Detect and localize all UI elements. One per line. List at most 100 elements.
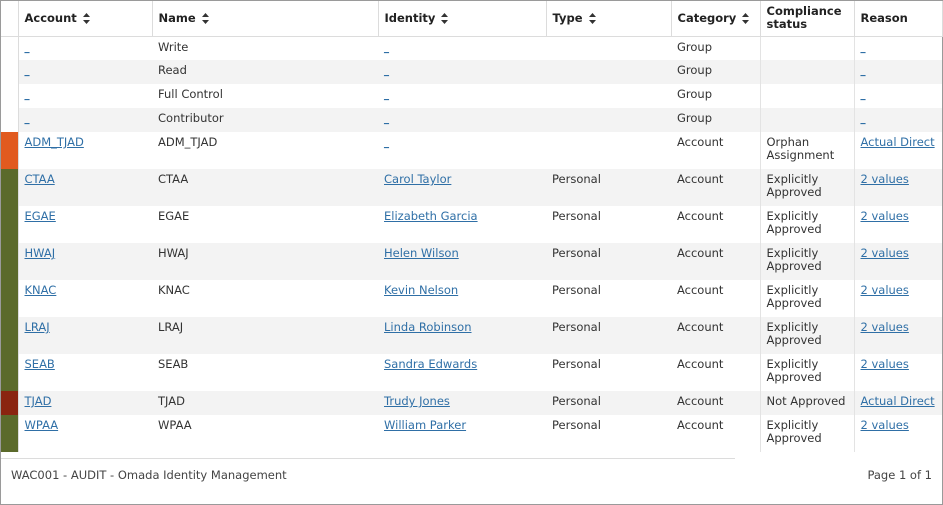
identity-link[interactable]: _ [384, 90, 389, 101]
compliance-cell: Not Approved [759, 391, 854, 415]
name-cell: LRAJ [152, 317, 378, 354]
identity-link[interactable]: _ [384, 138, 389, 149]
table-row[interactable]: ADM_TJAD ADM_TJAD _ Account Orphan Assignmen… [1, 132, 942, 169]
reason-cell: Actual Direct [853, 391, 942, 415]
account-link[interactable]: _ [24, 114, 30, 125]
reason-cell: 2 values [853, 354, 942, 391]
compliance-cell: Explicitly Approved [759, 415, 854, 452]
account-link[interactable]: SEAB [24, 357, 55, 371]
reason-link[interactable]: 2 values [860, 418, 909, 432]
reason-link[interactable]: 2 values [860, 246, 909, 260]
column-header-category[interactable]: Category [671, 1, 761, 37]
account-link[interactable]: EGAE [24, 209, 56, 223]
reason-link[interactable]: Actual Direct [860, 135, 935, 149]
table-row[interactable]: _ Read _ Group _ [1, 60, 942, 84]
account-cell: _ [18, 84, 152, 108]
name-cell: Contributor [152, 108, 378, 132]
name-text: Full Control [158, 87, 223, 101]
type-cell: Personal [546, 317, 671, 354]
identity-link[interactable]: Kevin Nelson [384, 283, 459, 297]
table-row[interactable]: TJAD TJAD Trudy Jones Personal Account Not Ap… [1, 391, 942, 415]
account-link[interactable]: HWAJ [24, 246, 56, 260]
account-link[interactable]: ADM_TJAD [24, 135, 84, 149]
report-title: WAC001 - AUDIT - Omada Identity Manageme… [11, 468, 287, 482]
account-link[interactable]: _ [24, 90, 30, 101]
table-row[interactable]: _ Write _ Group _ [1, 36, 942, 60]
type-cell: Personal [546, 243, 671, 280]
compliance-cell: Explicitly Approved [759, 354, 854, 391]
reason-link[interactable]: 2 values [860, 283, 909, 297]
identity-link[interactable]: William Parker [384, 418, 467, 432]
name-cell: Write [152, 36, 378, 60]
account-link[interactable]: _ [24, 66, 30, 77]
identity-link[interactable]: _ [384, 42, 389, 54]
column-header-identity[interactable]: Identity [378, 1, 547, 37]
type-text: Personal [552, 320, 601, 334]
reason-link[interactable]: 2 values [860, 357, 909, 371]
status-indicator [1, 280, 19, 317]
account-link[interactable]: CTAA [24, 172, 55, 186]
account-link[interactable]: TJAD [24, 394, 52, 408]
name-cell: SEAB [152, 354, 378, 391]
identity-link[interactable]: _ [384, 114, 389, 125]
sort-icon[interactable] [82, 12, 90, 24]
table-row[interactable]: CTAA CTAA Carol Taylor Personal Account Expli… [1, 169, 942, 206]
table-row[interactable]: EGAE EGAE Elizabeth Garcia Personal Account E… [1, 206, 942, 243]
pagination: Page 1 of 1 [867, 468, 932, 482]
category-text: Account [677, 357, 724, 371]
table-row[interactable]: _ Contributor _ Group _ [1, 108, 942, 132]
identity-link[interactable]: Carol Taylor [384, 172, 452, 186]
sort-icon[interactable] [742, 12, 750, 24]
type-cell [546, 60, 671, 84]
name-text: Read [158, 63, 187, 77]
account-cell: LRAJ [18, 317, 152, 354]
account-cell: _ [18, 108, 152, 132]
table-row[interactable]: KNAC KNAC Kevin Nelson Personal Account Expli… [1, 280, 942, 317]
table-row[interactable]: WPAA WPAA William Parker Personal Account Exp… [1, 415, 942, 452]
name-cell: Full Control [152, 84, 378, 108]
reason-link[interactable]: _ [860, 90, 866, 101]
reason-link[interactable]: _ [860, 42, 866, 54]
account-link[interactable]: KNAC [24, 283, 57, 297]
reason-link[interactable]: 2 values [860, 172, 909, 186]
identity-link[interactable]: Linda Robinson [384, 320, 472, 334]
account-link[interactable]: LRAJ [24, 320, 50, 334]
reason-link[interactable]: 2 values [860, 209, 909, 223]
reason-link[interactable]: Actual Direct [860, 394, 935, 408]
category-cell: Account [671, 169, 760, 206]
column-header-label: Category [677, 10, 737, 25]
identity-link[interactable]: Helen Wilson [384, 246, 459, 260]
table-row[interactable]: HWAJ HWAJ Helen Wilson Personal Account Expli… [1, 243, 942, 280]
table-row[interactable]: SEAB SEAB Sandra Edwards Personal Account Exp… [1, 354, 942, 391]
compliance-text: Explicitly Approved [766, 172, 822, 199]
sort-icon[interactable] [201, 12, 209, 24]
category-text: Account [677, 135, 724, 149]
identity-cell: Trudy Jones [378, 391, 546, 415]
column-header-account[interactable]: Account [18, 1, 153, 37]
category-text: Account [677, 320, 724, 334]
identity-link[interactable]: Trudy Jones [384, 394, 450, 408]
table-row[interactable]: _ Full Control _ Group _ [1, 84, 942, 108]
type-cell: Personal [546, 169, 671, 206]
name-cell: EGAE [152, 206, 378, 243]
compliance-cell: Explicitly Approved [759, 206, 854, 243]
account-link[interactable]: WPAA [24, 418, 59, 432]
column-header-type[interactable]: Type [546, 1, 672, 37]
table-row[interactable]: LRAJ LRAJ Linda Robinson Personal Account Exp… [1, 317, 942, 354]
column-header-name[interactable]: Name [152, 1, 379, 37]
identity-link[interactable]: Elizabeth Garcia [384, 209, 478, 223]
reason-link[interactable]: _ [860, 114, 866, 125]
status-indicator [1, 243, 19, 280]
identity-link[interactable]: Sandra Edwards [384, 357, 478, 371]
reason-link[interactable]: 2 values [860, 320, 909, 334]
column-header-label: Account [24, 10, 77, 25]
category-cell: Group [671, 108, 760, 132]
sort-icon[interactable] [441, 12, 449, 24]
account-link[interactable]: _ [24, 42, 30, 54]
identity-link[interactable]: _ [384, 66, 389, 77]
identity-cell: _ [378, 60, 546, 84]
type-cell [546, 108, 671, 132]
reason-link[interactable]: _ [860, 66, 866, 77]
sort-icon[interactable] [588, 12, 596, 24]
identity-cell: Helen Wilson [378, 243, 546, 280]
